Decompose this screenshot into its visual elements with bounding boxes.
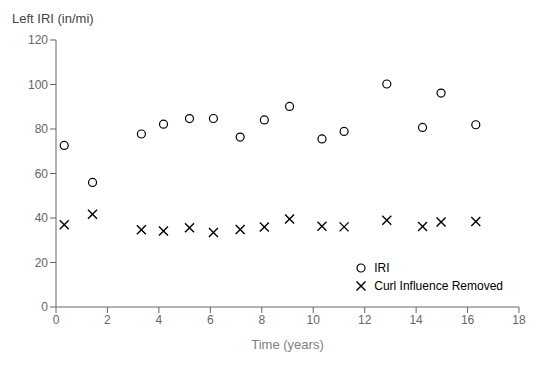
svg-text:6: 6 bbox=[207, 313, 214, 327]
html-text:Left IRI (in/mi): Left IRI (in/mi) bbox=[12, 11, 94, 26]
html-text:Curl Influence Removed: Curl Influence Removed bbox=[374, 279, 503, 293]
svg-text:16: 16 bbox=[461, 313, 475, 327]
svg-text:20: 20 bbox=[35, 256, 49, 270]
svg-text:12: 12 bbox=[358, 313, 372, 327]
html-text:IRI: IRI bbox=[374, 261, 390, 275]
svg-text:40: 40 bbox=[35, 211, 49, 225]
svg-text:Time (years): Time (years) bbox=[251, 337, 323, 352]
svg-text:100: 100 bbox=[28, 78, 48, 92]
svg-text:14: 14 bbox=[409, 313, 423, 327]
svg-text:10: 10 bbox=[307, 313, 321, 327]
svg-text:0: 0 bbox=[53, 313, 60, 327]
svg-text:8: 8 bbox=[258, 313, 265, 327]
svg-text:0: 0 bbox=[41, 300, 48, 314]
svg-text:2: 2 bbox=[104, 313, 111, 327]
svg-text:120: 120 bbox=[28, 33, 48, 47]
svg-text:4: 4 bbox=[156, 313, 163, 327]
svg-text:18: 18 bbox=[512, 313, 526, 327]
svg-text:60: 60 bbox=[35, 167, 49, 181]
svg-text:80: 80 bbox=[35, 122, 49, 136]
